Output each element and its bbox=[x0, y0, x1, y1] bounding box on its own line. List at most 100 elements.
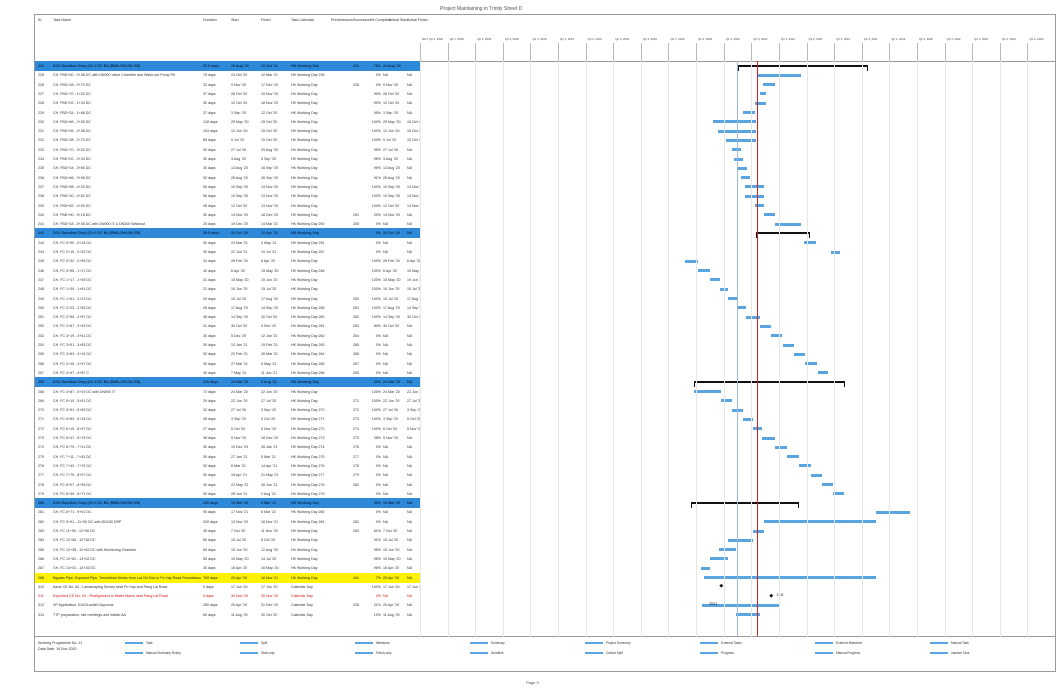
task-row[interactable]: 276 CH. FC 7+43 - 7+75 DC 30 days 6 Mar '21… bbox=[35, 461, 420, 471]
task-row[interactable]: 246 CH. FC 0+55 - 1+17 DC 40 days 6 Apr '20… bbox=[35, 266, 420, 276]
task-bar[interactable] bbox=[762, 83, 775, 87]
task-bar[interactable] bbox=[742, 417, 753, 421]
task-row[interactable]: 271 CH. FC 5+83 - 6+15 DC 28 days 3 Sep '20… bbox=[35, 414, 420, 424]
task-row[interactable]: 234 CH. FBD+02 - 3+34 DC 30 days 3 Aug '20 5… bbox=[35, 154, 420, 164]
task-row[interactable]: 228 CH. FBD+02 - 1+34 DC 30 days 12 Oct '20… bbox=[35, 98, 420, 108]
task-row[interactable]: 239 CH. FBD+62 - 4+90 DC 28 days 12 Oct '20… bbox=[35, 201, 420, 211]
summary-row[interactable]: 280 DOU Sandbox Drop (Ch 4 DC B4-(RMB-CH4… bbox=[35, 498, 420, 509]
task-bar[interactable] bbox=[736, 166, 747, 170]
task-bar[interactable] bbox=[697, 269, 710, 273]
task-row[interactable]: 232 CH. FBD+38 - 2+70 DC 85 days 9 Jul '20 1… bbox=[35, 135, 420, 145]
task-bar[interactable] bbox=[759, 92, 767, 96]
task-row[interactable]: 286 CH. FC 12+62 - 13+02 DC 55 days 15 May … bbox=[35, 554, 420, 564]
task-row[interactable]: 274 CH. FC 6+79 - 7+11 DC 30 days 19 Dec '2… bbox=[35, 442, 420, 452]
task-row[interactable]: 244 CH. FC 0+16 - 0+32 DC 30 days 22 Jun '2… bbox=[35, 247, 420, 257]
task-bar[interactable] bbox=[754, 101, 766, 105]
task-row[interactable]: 245 CH. FC 0+32 - 0+55 DC 34 days 26 Feb '2… bbox=[35, 256, 420, 266]
task-row[interactable]: 230 CH. FBD+66 - 2+06 DC 128 days 25 May '2… bbox=[35, 117, 420, 127]
task-bar[interactable] bbox=[720, 399, 732, 403]
task-bar[interactable] bbox=[805, 362, 818, 366]
summary-bar[interactable] bbox=[691, 501, 800, 508]
task-row[interactable]: 311 Expected CE No. XX - Realignment of W… bbox=[35, 591, 420, 601]
task-bar[interactable] bbox=[746, 315, 761, 319]
task-row[interactable]: 250 CH. FC 2+23 - 2+55 DC 28 days 17 Aug '2… bbox=[35, 303, 420, 313]
task-row[interactable]: 282 CH. FC 9+01 - 11+90 DC with DN150 DRP… bbox=[35, 517, 420, 527]
col-task-name[interactable]: Task Name bbox=[53, 18, 71, 22]
task-bar[interactable] bbox=[731, 148, 742, 152]
task-bar[interactable] bbox=[764, 213, 775, 217]
task-row[interactable]: 285 CH. FC 12+38 - 12+62 DC with Monitori… bbox=[35, 545, 420, 555]
task-row[interactable]: 312 XP Application, EUD/Lands0 Approval 28… bbox=[35, 600, 420, 610]
task-bar[interactable] bbox=[775, 445, 787, 449]
task-row[interactable]: 273 CH. FC 6+47 - 6+79 DC 38 days 5 Nov '20… bbox=[35, 433, 420, 443]
task-bar[interactable] bbox=[764, 520, 876, 524]
task-bar[interactable] bbox=[718, 548, 737, 552]
task-bar[interactable] bbox=[737, 306, 747, 310]
task-bar[interactable] bbox=[727, 538, 754, 542]
task-row[interactable]: 269 CH. FC 5+19 - 5+51 DC 29 days 22 Jun '2… bbox=[35, 396, 420, 406]
col-predecessors[interactable]: Predecessors bbox=[331, 18, 353, 22]
task-row[interactable]: 251 CH. FC 2+55 - 2+87 DC 38 days 14 Sep '2… bbox=[35, 312, 420, 322]
task-row[interactable]: 270 CH. FC 5+51 - 5+83 DC 32 days 27 Jul '2… bbox=[35, 405, 420, 415]
task-row[interactable]: 256 CH. FC 4+15 - 4+47 DC 30 days 27 Mar '2… bbox=[35, 359, 420, 369]
task-row[interactable]: 253 CH. FC 3+19 - 3+51 DC 30 days 5 Dec '20… bbox=[35, 331, 420, 341]
task-row[interactable]: 241 CH. FBD+18 - 5+36 DC with DN900 IT & … bbox=[35, 219, 420, 229]
task-row[interactable]: 272 CH. FC 6+15 - 6+47 DC 27 days 5 Oct '20… bbox=[35, 424, 420, 434]
task-row[interactable]: 283 CH. FC 11+90 - 12+06 DC 35 days 7 Oct '… bbox=[35, 526, 420, 536]
task-row[interactable]: 310 Issue CE No. 63 - Landscaping Survey … bbox=[35, 582, 420, 592]
task-row[interactable]: 227 CH. FBD+70 - 1+02 DC 37 days 28 Oct '20… bbox=[35, 89, 420, 99]
col-start[interactable]: Start bbox=[231, 18, 239, 22]
task-row[interactable]: 288 Bypass Pipe, Exposed Pipe, Trenchless… bbox=[35, 572, 420, 583]
task-bar[interactable] bbox=[817, 371, 828, 375]
task-bar[interactable] bbox=[782, 343, 794, 347]
task-row[interactable]: 225 CH. FBD+00 - 0+38 DC with DN900 Valve… bbox=[35, 70, 420, 80]
task-bar[interactable] bbox=[786, 455, 799, 459]
task-row[interactable]: 277 CH. FC 7+75 - 8+07 DC 30 days 15 Apr '2… bbox=[35, 470, 420, 480]
task-row[interactable]: 279 CH. FC 8+39 - 8+71 DC 30 days 28 Jun '2… bbox=[35, 489, 420, 499]
task-bar[interactable] bbox=[798, 464, 811, 468]
task-row[interactable]: 248 CH. FC 1+39 - 1+61 DC 21 days 19 Jun '2… bbox=[35, 284, 420, 294]
task-row[interactable]: 252 CH. FC 2+87 - 3+19 DC 31 days 30 Oct '2… bbox=[35, 321, 420, 331]
task-row[interactable]: 243 CH. FC 0+00 - 0+16 DC 30 days 24 Mar '2… bbox=[35, 238, 420, 248]
task-row[interactable]: 254 CH. FC 3+51 - 3+83 DC 30 days 13 Jan '2… bbox=[35, 340, 420, 350]
task-row[interactable]: 268 CH. FC 4+87 - 5+19 DC with DN900 IT 72… bbox=[35, 387, 420, 397]
task-bar[interactable] bbox=[693, 390, 721, 393]
task-row[interactable]: 257 CH. FC 4+47 - 4+87 C 30 days 7 May '21 1… bbox=[35, 368, 420, 378]
task-row[interactable]: 313 TTP preparation, site meetings and in… bbox=[35, 610, 420, 620]
task-bar[interactable] bbox=[793, 352, 805, 356]
task-bar[interactable] bbox=[742, 111, 755, 114]
task-bar[interactable] bbox=[753, 529, 764, 533]
task-bar[interactable] bbox=[726, 138, 756, 142]
task-bar[interactable] bbox=[703, 576, 876, 579]
task-bar[interactable] bbox=[875, 510, 910, 514]
task-bar[interactable] bbox=[770, 334, 783, 338]
task-bar[interactable] bbox=[775, 222, 802, 226]
summary-row[interactable]: 224 DOU Sandbox Drop (Ch 4 DC B4-(RMB-CH4… bbox=[35, 61, 420, 71]
task-bar[interactable] bbox=[804, 241, 817, 245]
task-bar[interactable] bbox=[701, 603, 779, 607]
task-bar[interactable] bbox=[810, 473, 822, 477]
task-row[interactable]: 249 CH. FC 1+61 - 2+23 DC 29 days 15 Jul '2… bbox=[35, 294, 420, 304]
col-duration[interactable]: Duration bbox=[203, 18, 217, 22]
task-row[interactable]: 236 CH. FBD+66 - 3+98 DC 30 days 26 Aug '20… bbox=[35, 173, 420, 183]
summary-row[interactable]: 258 DOU Sandbox Drop (Ch 4 DC B4-(RMB-CH4… bbox=[35, 377, 420, 388]
task-bar[interactable] bbox=[744, 194, 765, 198]
task-bar[interactable] bbox=[761, 436, 775, 440]
task-bar[interactable] bbox=[831, 250, 840, 254]
task-bar[interactable] bbox=[700, 566, 710, 570]
summary-bar[interactable] bbox=[693, 380, 845, 387]
task-row[interactable]: 233 CH. FBD+70 - 3+02 DC 30 days 27 Jul '20… bbox=[35, 145, 420, 155]
task-bar[interactable] bbox=[709, 557, 728, 561]
col-finish[interactable]: Finish bbox=[261, 18, 271, 22]
task-row[interactable]: 235 CH. FBD+34 - 3+66 DC 30 days 13 Aug '20… bbox=[35, 163, 420, 173]
task-bar[interactable] bbox=[733, 157, 744, 161]
task-row[interactable]: 238 CH. FBD+30 - 4+62 DC 56 days 10 Sep '20… bbox=[35, 191, 420, 201]
col-actual-start[interactable]: Actual Start bbox=[389, 18, 408, 22]
task-row[interactable]: 237 CH. FBD+98 - 4+30 DC 56 days 10 Sep '20… bbox=[35, 182, 420, 192]
task-bar[interactable] bbox=[712, 120, 756, 124]
task-row[interactable]: 229 CH. FBD+34 - 1+66 DC 37 days 3 Sep '20 1… bbox=[35, 108, 420, 118]
task-bar[interactable] bbox=[822, 483, 833, 486]
milestone-marker[interactable]: ◆ bbox=[769, 592, 774, 599]
summary-bar[interactable] bbox=[738, 64, 869, 71]
col-id[interactable]: ID bbox=[38, 18, 42, 22]
